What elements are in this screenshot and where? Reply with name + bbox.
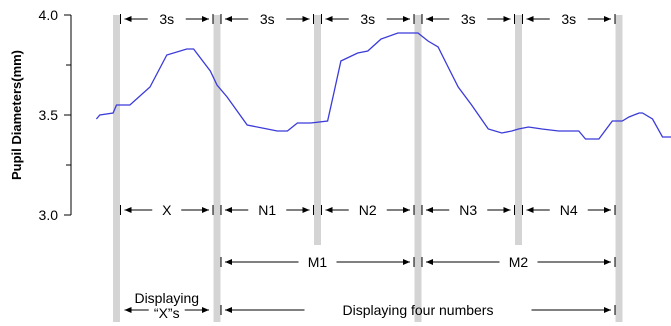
phase-boundary-bar xyxy=(213,15,221,322)
y-axis-label: Pupil Diameters(mm) xyxy=(9,50,24,180)
y-axis: 4.0 3.5 3.0 Pupil Diameters(mm) xyxy=(9,7,72,223)
top-interval-3-label: 3s xyxy=(360,11,375,27)
mid-interval-2-label: N1 xyxy=(258,202,276,218)
mid-interval-5-label: N4 xyxy=(560,202,578,218)
y-tick-label: 3.0 xyxy=(39,207,59,223)
y-tick-label: 3.5 xyxy=(39,107,59,123)
top-interval-4-label: 3s xyxy=(461,11,476,27)
displaying-x-label-line1: Displaying xyxy=(134,290,199,306)
displaying-x-label-bg xyxy=(148,301,185,319)
phase-boundary-bar xyxy=(113,15,120,322)
displaying-numbers-label: Displaying four numbers xyxy=(343,302,494,318)
mid-interval-4-label: N3 xyxy=(459,202,477,218)
top-interval-5-label: 3s xyxy=(561,11,576,27)
mid-interval-3-label: N2 xyxy=(359,202,377,218)
m-interval-2-label: M2 xyxy=(509,254,529,270)
grey-phase-bars xyxy=(113,15,623,322)
y-tick-label: 4.0 xyxy=(39,7,59,23)
phase-boundary-bar xyxy=(314,15,321,245)
top-interval-1-label: 3s xyxy=(159,11,174,27)
displaying-x-label-line2: “X”s xyxy=(154,305,180,321)
top-interval-2-label: 3s xyxy=(260,11,275,27)
pupil-diameter-series-line xyxy=(95,32,671,140)
m-interval-1-label: M1 xyxy=(308,254,328,270)
phase-boundary-bar xyxy=(515,15,522,245)
phase-boundary-bar xyxy=(414,15,422,322)
mid-interval-1-label: X xyxy=(162,202,172,218)
phase-annotations: 3s 3s 3s 3s 3s X N1 N2 N3 N4 M1 M2 Displaying“X”s Dis… xyxy=(120,11,616,321)
phase-boundary-bar xyxy=(615,15,623,322)
